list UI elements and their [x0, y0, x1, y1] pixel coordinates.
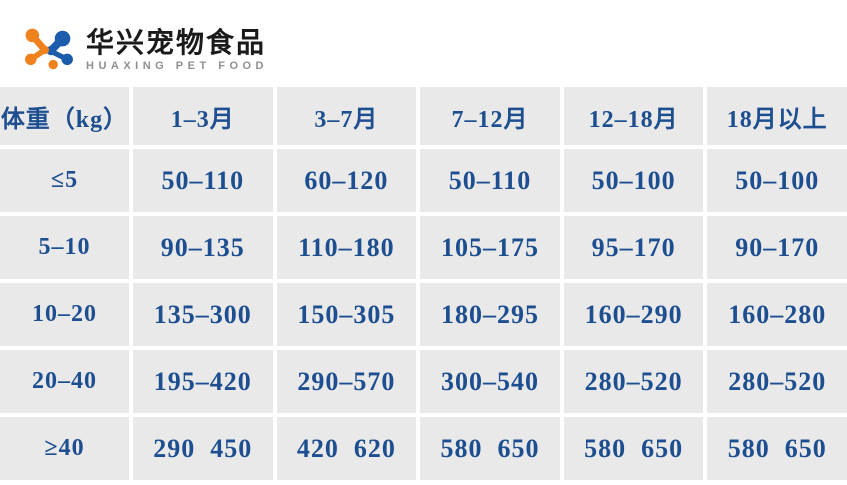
- table-cell: 60–120: [276, 149, 417, 212]
- table-cell: 50–110: [420, 149, 560, 212]
- brand-text-block: 华兴宠物食品 HUAXING PET FOOD: [86, 26, 269, 73]
- header-cell-1-3m: 1–3月: [133, 87, 273, 145]
- table-cell: 150–305: [276, 283, 417, 346]
- table-cell: 580 650: [420, 417, 560, 480]
- row-label: 5–10: [0, 216, 129, 279]
- table-cell: 90–170: [707, 216, 847, 279]
- table-cell: 160–280: [707, 283, 847, 346]
- huaxing-logo-icon: [25, 28, 73, 70]
- table-cell: 580 650: [707, 417, 847, 480]
- table-cell: 300–540: [420, 350, 560, 413]
- table-cell: 280–520: [707, 350, 847, 413]
- row-label: 20–40: [0, 350, 129, 413]
- table-cell: 160–290: [563, 283, 704, 346]
- table-cell: 95–170: [563, 216, 704, 279]
- table-cell: 290 450: [133, 417, 273, 480]
- table-cell: 195–420: [133, 350, 273, 413]
- table-cell: 420 620: [276, 417, 417, 480]
- table-cell: 105–175: [420, 216, 560, 279]
- row-label: ≤5: [0, 149, 129, 212]
- table-cell: 580 650: [563, 417, 704, 480]
- table-cell: 50–100: [563, 149, 704, 212]
- table-cell: 50–110: [133, 149, 273, 212]
- header-cell-3-7m: 3–7月: [276, 87, 417, 145]
- header-cell-weight: 体重（kg）: [0, 87, 129, 145]
- row-label: 10–20: [0, 283, 129, 346]
- header-cell-7-12m: 7–12月: [420, 87, 560, 145]
- feeding-amount-table: 体重（kg） 1–3月 3–7月 7–12月 12–18月 18月以上 ≤5 5…: [0, 87, 847, 480]
- table-cell: 90–135: [133, 216, 273, 279]
- brand-name-en: HUAXING PET FOOD: [86, 60, 269, 73]
- table-cell: 135–300: [133, 283, 273, 346]
- table-cell: 290–570: [276, 350, 417, 413]
- table-cell: 110–180: [276, 216, 417, 279]
- brand-header: 华兴宠物食品 HUAXING PET FOOD: [24, 22, 268, 78]
- table-cell: 280–520: [563, 350, 704, 413]
- row-label: ≥40: [0, 417, 129, 480]
- brand-name-cn: 华兴宠物食品: [86, 26, 267, 58]
- table-cell: 50–100: [707, 149, 847, 212]
- header-cell-over-18m: 18月以上: [707, 87, 847, 145]
- table-cell: 180–295: [420, 283, 560, 346]
- header-cell-12-18m: 12–18月: [563, 87, 704, 145]
